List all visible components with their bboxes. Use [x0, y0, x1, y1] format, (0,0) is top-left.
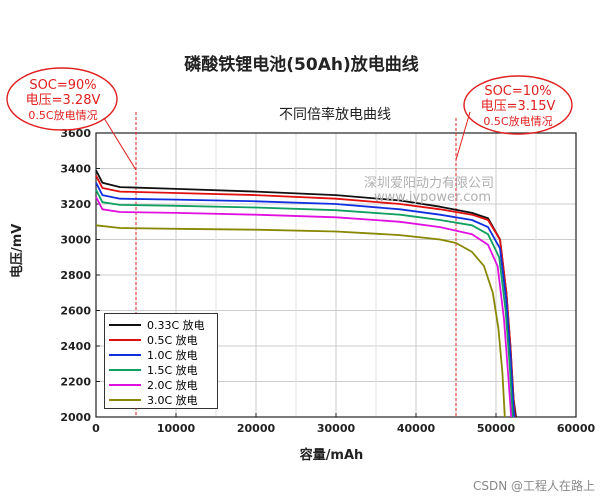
- legend-swatch-2: [109, 353, 141, 356]
- legend-label-3: 1.5C 放电: [147, 363, 198, 377]
- series-line-2: [95, 182, 516, 418]
- x-tick-label-4: 40000: [397, 422, 436, 435]
- legend-label-2: 1.0C 放电: [147, 348, 198, 362]
- annotation-soc90-ellipse: [6, 67, 118, 131]
- annotation-soc10-leader: [455, 111, 471, 161]
- legend-item-2: 1.0C 放电: [109, 347, 213, 362]
- x-tick-label-6: 60000: [557, 422, 596, 435]
- annotation-soc90: SOC=90% 电压=3.28V 0.5C放电情况: [10, 78, 116, 123]
- legend-item-4: 2.0C 放电: [109, 377, 213, 392]
- legend-swatch-5: [109, 398, 141, 401]
- chart-subtitle: 不同倍率放电曲线: [279, 107, 391, 123]
- x-tick-label-1: 10000: [157, 422, 196, 435]
- legend-item-1: 0.5C 放电: [109, 332, 213, 347]
- x-tick-label-0: 0: [92, 422, 100, 435]
- y-tick-label-0: 2000: [60, 411, 91, 424]
- credit-text: CSDN @工程人在路上: [472, 479, 595, 493]
- legend-label-5: 3.0C 放电: [147, 393, 198, 407]
- legend-swatch-1: [109, 338, 141, 341]
- legend-item-0: 0.33C 放电: [109, 317, 213, 332]
- annotation-soc10-line1: SOC=10%: [484, 84, 552, 99]
- y-tick-label-2: 2400: [60, 340, 91, 353]
- series-line-3: [95, 189, 514, 418]
- annotation-soc90-line3: 0.5C放电情况: [28, 109, 98, 122]
- y-tick-label-3: 2600: [60, 305, 91, 318]
- y-tick-label-7: 3400: [60, 163, 91, 176]
- annotation-soc10: SOC=10% 电压=3.15V 0.5C放电情况: [466, 84, 570, 129]
- series-line-4: [95, 196, 513, 418]
- x-tick-label-5: 50000: [477, 422, 516, 435]
- legend-label-4: 2.0C 放电: [147, 378, 198, 392]
- x-axis-label: 容量/mAh: [299, 448, 364, 463]
- annotation-soc10-line3: 0.5C放电情况: [483, 115, 553, 128]
- annotation-soc90-line2: 电压=3.28V: [25, 93, 101, 108]
- chart-main-title: 磷酸铁锂电池(50Ah)放电曲线: [184, 55, 419, 75]
- y-tick-label-6: 3200: [60, 198, 91, 211]
- legend-swatch-4: [109, 383, 141, 386]
- annotation-soc90-leader: [103, 117, 137, 171]
- watermark-url: www.iypower.com: [374, 190, 492, 205]
- y-tick-label-4: 2800: [60, 269, 91, 282]
- legend-item-5: 3.0C 放电: [109, 392, 213, 407]
- watermark-company: 深圳爱阳动力有限公司: [364, 176, 495, 191]
- y-tick-label-1: 2200: [60, 376, 91, 389]
- legend-swatch-3: [109, 368, 141, 371]
- series-line-5: [95, 224, 506, 418]
- x-tick-label-2: 20000: [237, 422, 276, 435]
- legend-label-1: 0.5C 放电: [147, 333, 198, 347]
- legend-item-3: 1.5C 放电: [109, 362, 213, 377]
- chart-legend: 0.33C 放电 0.5C 放电 1.0C 放电 1.5C 放电 2.0C 放电 3.0C…: [104, 313, 218, 409]
- legend-swatch-0: [109, 323, 141, 326]
- annotation-soc10-line2: 电压=3.15V: [480, 99, 556, 114]
- annotation-soc10-ellipse: [463, 75, 573, 135]
- y-axis-label: 电压/mV: [10, 223, 25, 278]
- annotation-soc90-line1: SOC=90%: [29, 78, 97, 93]
- x-tick-label-3: 30000: [317, 422, 356, 435]
- legend-label-0: 0.33C 放电: [147, 318, 205, 332]
- y-tick-label-5: 3000: [60, 234, 91, 247]
